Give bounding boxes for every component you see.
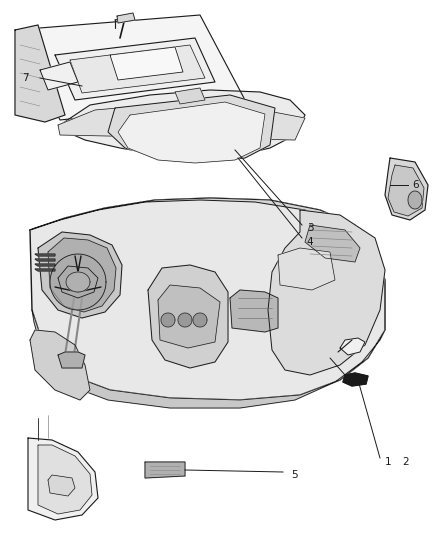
Polygon shape xyxy=(32,310,385,408)
Polygon shape xyxy=(158,285,220,348)
Polygon shape xyxy=(38,445,92,514)
Polygon shape xyxy=(15,15,245,120)
Polygon shape xyxy=(50,254,106,310)
Text: 4: 4 xyxy=(307,237,313,247)
Polygon shape xyxy=(30,198,375,248)
Polygon shape xyxy=(340,338,365,355)
Polygon shape xyxy=(60,90,305,158)
Text: 5: 5 xyxy=(292,470,298,480)
Polygon shape xyxy=(30,198,385,400)
Polygon shape xyxy=(178,313,192,327)
Polygon shape xyxy=(161,313,175,327)
Polygon shape xyxy=(48,475,75,496)
Polygon shape xyxy=(15,25,65,122)
Polygon shape xyxy=(38,232,122,318)
Polygon shape xyxy=(58,352,85,368)
Polygon shape xyxy=(278,248,335,290)
Polygon shape xyxy=(35,264,55,266)
Polygon shape xyxy=(35,269,55,271)
Polygon shape xyxy=(30,330,90,400)
Polygon shape xyxy=(193,313,207,327)
Polygon shape xyxy=(35,254,55,256)
Polygon shape xyxy=(108,95,275,162)
Text: 3: 3 xyxy=(307,223,313,233)
Polygon shape xyxy=(110,47,183,80)
Polygon shape xyxy=(28,438,98,520)
Polygon shape xyxy=(117,13,135,23)
Polygon shape xyxy=(58,100,305,140)
Polygon shape xyxy=(58,266,98,298)
Text: 2: 2 xyxy=(403,457,410,467)
Polygon shape xyxy=(268,210,385,375)
Text: 7: 7 xyxy=(22,73,28,83)
Polygon shape xyxy=(55,38,215,100)
Polygon shape xyxy=(40,62,78,90)
Polygon shape xyxy=(118,102,265,163)
Polygon shape xyxy=(385,158,428,220)
Polygon shape xyxy=(305,225,360,262)
Polygon shape xyxy=(230,290,278,332)
Polygon shape xyxy=(343,373,368,386)
Polygon shape xyxy=(48,238,116,312)
Text: 1: 1 xyxy=(385,457,391,467)
Polygon shape xyxy=(35,259,55,261)
Text: 6: 6 xyxy=(413,180,419,190)
Polygon shape xyxy=(66,272,90,292)
Polygon shape xyxy=(388,165,424,216)
Polygon shape xyxy=(145,462,185,478)
Polygon shape xyxy=(408,191,422,209)
Polygon shape xyxy=(175,88,205,104)
Polygon shape xyxy=(148,265,228,368)
Polygon shape xyxy=(70,45,205,93)
